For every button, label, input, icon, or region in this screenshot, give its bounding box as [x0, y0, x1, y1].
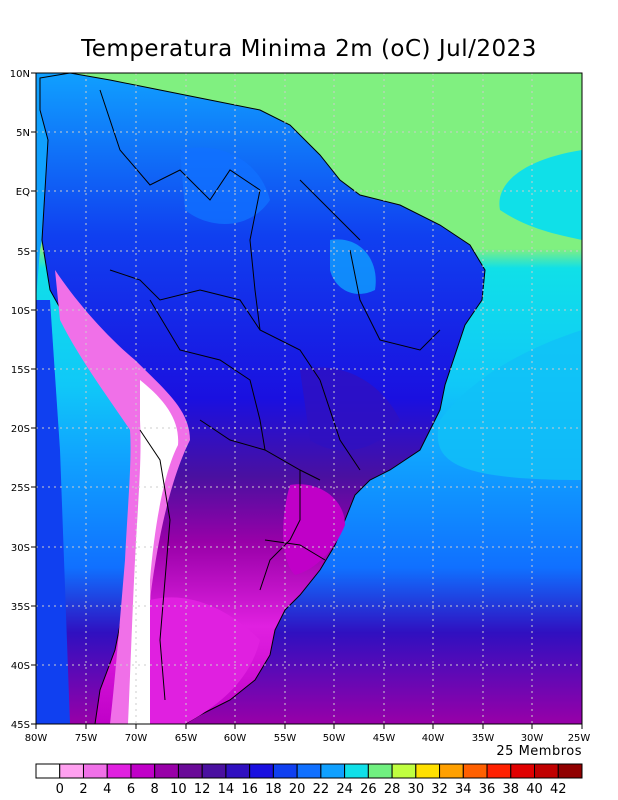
lat-label: 40S: [11, 661, 30, 672]
map-title: Temperatura Minima 2m (oC) Jul/2023: [81, 36, 537, 62]
colorbar-swatch: [35, 763, 61, 779]
colorbar-tick-label: 4: [103, 782, 111, 797]
colorbar-swatch: [439, 763, 464, 779]
longitude-axis: [35, 724, 583, 729]
colorbar-swatch: [82, 763, 108, 779]
colorbar-swatch: [106, 763, 132, 779]
lon-label: 25W: [568, 733, 591, 744]
colorbar-tick-label: 36: [479, 782, 496, 797]
colorbar-swatch: [557, 763, 583, 779]
colorbar-tick-label: 12: [194, 782, 211, 797]
lat-label: 35S: [11, 602, 30, 613]
lat-label: EQ: [16, 187, 30, 198]
colorbar-swatch: [272, 763, 298, 779]
colorbar-tick-label: 16: [241, 782, 258, 797]
colorbar-swatch: [391, 763, 417, 779]
lon-label: 30W: [521, 733, 544, 744]
colorbar-swatch: [367, 763, 393, 779]
lat-label: 15S: [11, 365, 30, 376]
colorbar-tick-label: 40: [526, 782, 543, 797]
colorbar: [35, 763, 583, 779]
lon-label: 45W: [373, 733, 396, 744]
colorbar-tick-label: 6: [127, 782, 135, 797]
lat-label: 5N: [16, 128, 30, 139]
andes-cold-strip: [55, 270, 190, 724]
colorbar-tick-label: 20: [289, 782, 306, 797]
lat-label: 5S: [17, 247, 30, 258]
lat-label: 20S: [11, 424, 30, 435]
colorbar-tick-label: 14: [218, 782, 235, 797]
lon-label: 35W: [472, 733, 495, 744]
lon-label: 65W: [175, 733, 198, 744]
colorbar-swatch: [249, 763, 274, 779]
colorbar-swatch: [154, 763, 179, 779]
lat-label: 10N: [10, 69, 30, 80]
colorbar-tick-label: 2: [79, 782, 87, 797]
colorbar-swatch: [415, 763, 441, 779]
members-label: 25 Membros: [496, 744, 582, 759]
colorbar-tick-label: 18: [265, 782, 282, 797]
graticule: [36, 73, 582, 724]
colorbar-swatch: [225, 763, 251, 779]
lon-label: 50W: [323, 733, 346, 744]
lat-label: 10S: [11, 306, 30, 317]
colorbar-swatch: [130, 763, 156, 779]
colorbar-tick-label: 38: [503, 782, 520, 797]
colorbar-swatch: [510, 763, 536, 779]
lat-label: 30S: [11, 543, 30, 554]
colorbar-tick-label: 32: [431, 782, 448, 797]
atlantic-warm-tongue: [499, 150, 582, 240]
map-frame: [35, 72, 583, 725]
colorbar-tick-label: 30: [408, 782, 425, 797]
colorbar-tick-label: 24: [336, 782, 353, 797]
lon-label: 80W: [25, 733, 48, 744]
colorbar-swatch: [296, 763, 322, 779]
latitude-axis: [31, 72, 36, 725]
colorbar-swatch: [486, 763, 512, 779]
lon-label: 40W: [422, 733, 445, 744]
colorbar-swatch: [320, 763, 346, 779]
lon-label: 60W: [224, 733, 247, 744]
country-borders: [99, 89, 441, 701]
colorbar-tick-label: 8: [151, 782, 159, 797]
colorbar-tick-label: 26: [360, 782, 377, 797]
lon-label: 75W: [75, 733, 98, 744]
lon-label: 70W: [125, 733, 148, 744]
colorbar-tick-label: 10: [170, 782, 187, 797]
lat-label: 25S: [11, 483, 30, 494]
colorbar-swatch: [344, 763, 369, 779]
colorbar-swatch: [59, 763, 84, 779]
lon-label: 55W: [274, 733, 297, 744]
lat-label: 45S: [11, 720, 30, 731]
patagonia-field: [150, 597, 260, 724]
colorbar-tick-label: 0: [56, 782, 64, 797]
colorbar-tick-label: 42: [550, 782, 567, 797]
colorbar-swatch: [201, 763, 227, 779]
colorbar-swatch: [177, 763, 203, 779]
south-brazil-field: [283, 484, 345, 575]
colorbar-tick-label: 22: [313, 782, 330, 797]
colorbar-swatch: [534, 763, 559, 779]
colorbar-labels: 0 2 4 6 8 10 12 14 16 18 20 22 24 26 28 30 32 34 36 38 40 42: [56, 782, 567, 797]
colorbar-swatch: [462, 763, 488, 779]
colorbar-tick-label: 28: [384, 782, 401, 797]
colorbar-tick-label: 34: [455, 782, 472, 797]
